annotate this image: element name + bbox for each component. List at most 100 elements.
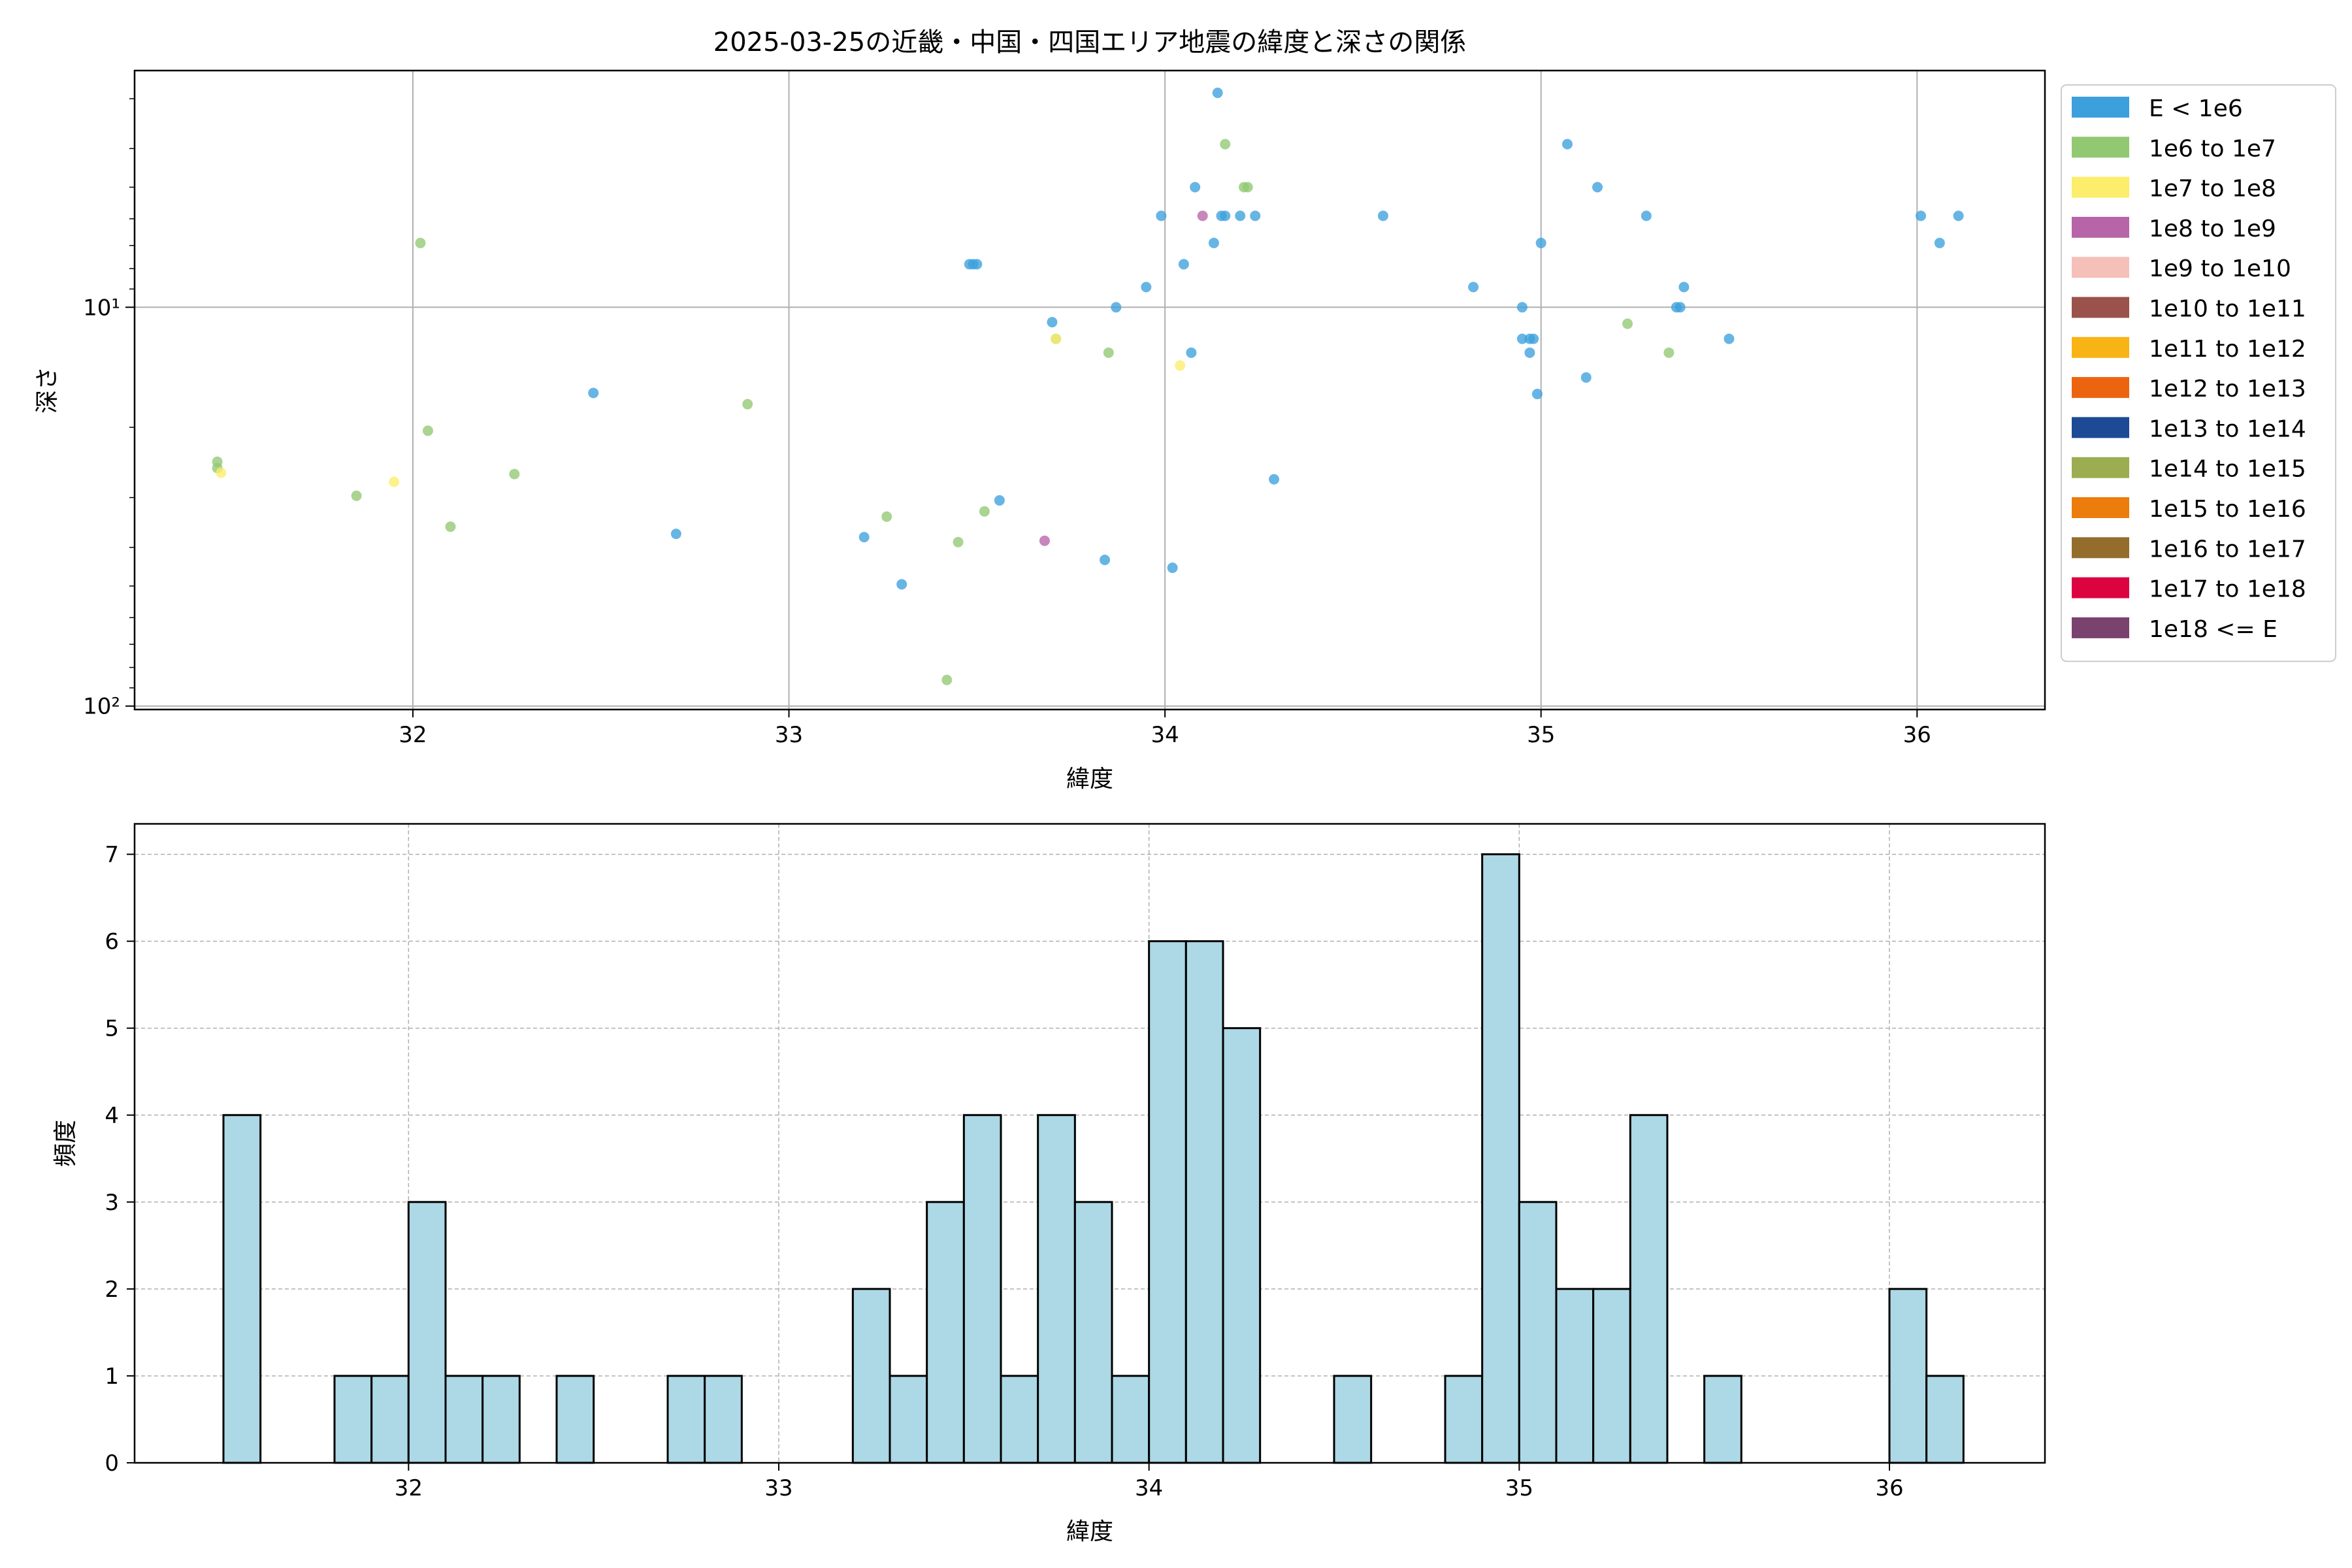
scatter-point — [1250, 210, 1261, 221]
legend-swatch — [2072, 97, 2129, 118]
histogram-bar — [889, 1375, 928, 1464]
scatter-point — [1592, 182, 1603, 193]
scatter-point — [1674, 302, 1686, 313]
histogram-bar — [1000, 1375, 1039, 1464]
histogram-bar — [1073, 1201, 1113, 1464]
histogram-bar — [666, 1375, 706, 1464]
scatter-point — [1678, 282, 1690, 293]
histogram-y-tick-label: 6 — [105, 929, 119, 955]
histogram-bar — [1481, 853, 1520, 1464]
histogram-bar — [1555, 1288, 1595, 1464]
scatter-x-ticks: 32 33 34 35 36 — [399, 710, 1931, 748]
scatter-x-tick-label: 36 — [1903, 722, 1931, 748]
scatter-point — [1220, 210, 1231, 221]
histogram-x-tick-label: 32 — [395, 1475, 423, 1501]
scatter-point — [415, 237, 426, 248]
scatter-point — [351, 490, 362, 501]
scatter-point — [216, 467, 227, 478]
histogram-y-tick-label: 5 — [105, 1016, 119, 1042]
histogram-bar — [1518, 1201, 1558, 1464]
scatter-x-tick-label: 35 — [1527, 722, 1555, 748]
scatter-point — [994, 495, 1005, 506]
histogram-bar — [1333, 1375, 1373, 1464]
scatter-x-tick-label: 34 — [1151, 722, 1179, 748]
scatter-point — [509, 468, 520, 480]
scatter-x-axis-label: 緯度 — [1066, 766, 1113, 792]
scatter-y-axis-label: 深さ — [34, 367, 61, 414]
scatter-point — [445, 521, 456, 532]
scatter-points — [212, 88, 1964, 685]
scatter-point — [1141, 282, 1152, 293]
histogram-bar — [962, 1114, 1002, 1464]
histogram-bar — [1703, 1375, 1742, 1464]
histogram-y-axis-label: 頻度 — [52, 1120, 79, 1167]
scatter-point — [1531, 389, 1543, 400]
scatter-point — [1269, 474, 1280, 485]
scatter-point — [953, 536, 964, 547]
histogram-bar — [222, 1114, 262, 1464]
histogram-bar — [482, 1375, 521, 1464]
legend-label: 1e16 to 1e17 — [2149, 536, 2306, 563]
scatter-point — [1190, 182, 1201, 193]
scatter-point — [972, 259, 983, 270]
histogram-bar — [1592, 1288, 1631, 1464]
legend-swatch — [2072, 457, 2129, 478]
scatter-point — [1528, 333, 1539, 344]
scatter-point — [1562, 139, 1573, 150]
histogram-bar — [1925, 1375, 1965, 1464]
histogram-x-tick-label: 36 — [1875, 1475, 1903, 1501]
scatter-point — [1468, 282, 1479, 293]
scatter-point — [1524, 347, 1535, 358]
legend-label: 1e8 to 1e9 — [2149, 216, 2276, 242]
scatter-point — [389, 476, 400, 487]
histogram-bar — [370, 1375, 410, 1464]
scatter-point — [422, 425, 433, 436]
scatter-point — [1197, 210, 1208, 221]
scatter-point — [1100, 554, 1111, 565]
histogram-bar — [1037, 1114, 1076, 1464]
scatter-point — [1953, 210, 1964, 221]
histogram-x-axis-label: 緯度 — [1066, 1518, 1113, 1545]
histogram-bar — [1111, 1375, 1151, 1464]
legend-label: 1e17 to 1e18 — [2149, 576, 2306, 603]
legend-label: 1e10 to 1e11 — [2149, 296, 2306, 323]
histogram-x-ticks: 32 33 34 35 36 — [395, 1463, 1904, 1501]
scatter-point — [1186, 347, 1197, 358]
scatter-point — [1580, 372, 1592, 383]
scatter-point — [1156, 210, 1167, 221]
legend-label: 1e13 to 1e14 — [2149, 416, 2306, 442]
scatter-point — [1220, 139, 1231, 150]
scatter-chart: 2025-03-25の近畿・中国・四国エリア地震の緯度と深さの関係 32 33 34… — [34, 27, 2336, 792]
scatter-title: 2025-03-25の近畿・中国・四国エリア地震の緯度と深さの関係 — [713, 27, 1466, 57]
histogram-bar — [1222, 1027, 1262, 1464]
scatter-point — [1377, 210, 1388, 221]
scatter-point — [1516, 333, 1527, 344]
scatter-point — [1723, 333, 1735, 344]
scatter-point — [1208, 237, 1219, 248]
scatter-point — [588, 387, 599, 399]
histogram-bar — [1148, 940, 1187, 1464]
legend-swatch — [2072, 497, 2129, 518]
histogram-y-tick-label: 3 — [105, 1190, 119, 1216]
histogram-bar — [1184, 940, 1224, 1464]
scatter-point — [670, 529, 681, 540]
legend-label: 1e15 to 1e16 — [2149, 496, 2306, 523]
scatter-point — [742, 399, 753, 410]
histogram-bar — [333, 1375, 373, 1464]
legend-frame — [2061, 84, 2336, 662]
scatter-point — [1212, 88, 1223, 99]
histogram-x-tick-label: 35 — [1505, 1475, 1533, 1501]
scatter-x-tick-label: 33 — [775, 722, 803, 748]
legend-swatch — [2072, 176, 2129, 198]
legend-swatch — [2072, 336, 2129, 358]
scatter-point — [1535, 237, 1546, 248]
scatter-point — [941, 674, 953, 685]
histogram-y-ticks: 0 1 2 3 4 5 6 7 — [105, 842, 135, 1477]
scatter-legend: E < 1e6 1e6 to 1e7 1e7 to 1e8 1e8 to 1e9 1e9… — [2061, 84, 2336, 662]
legend-swatch — [2072, 617, 2129, 638]
legend-swatch — [2072, 297, 2129, 318]
histogram-x-tick-label: 33 — [764, 1475, 792, 1501]
scatter-point — [1242, 182, 1253, 193]
histogram-bar — [704, 1375, 743, 1464]
